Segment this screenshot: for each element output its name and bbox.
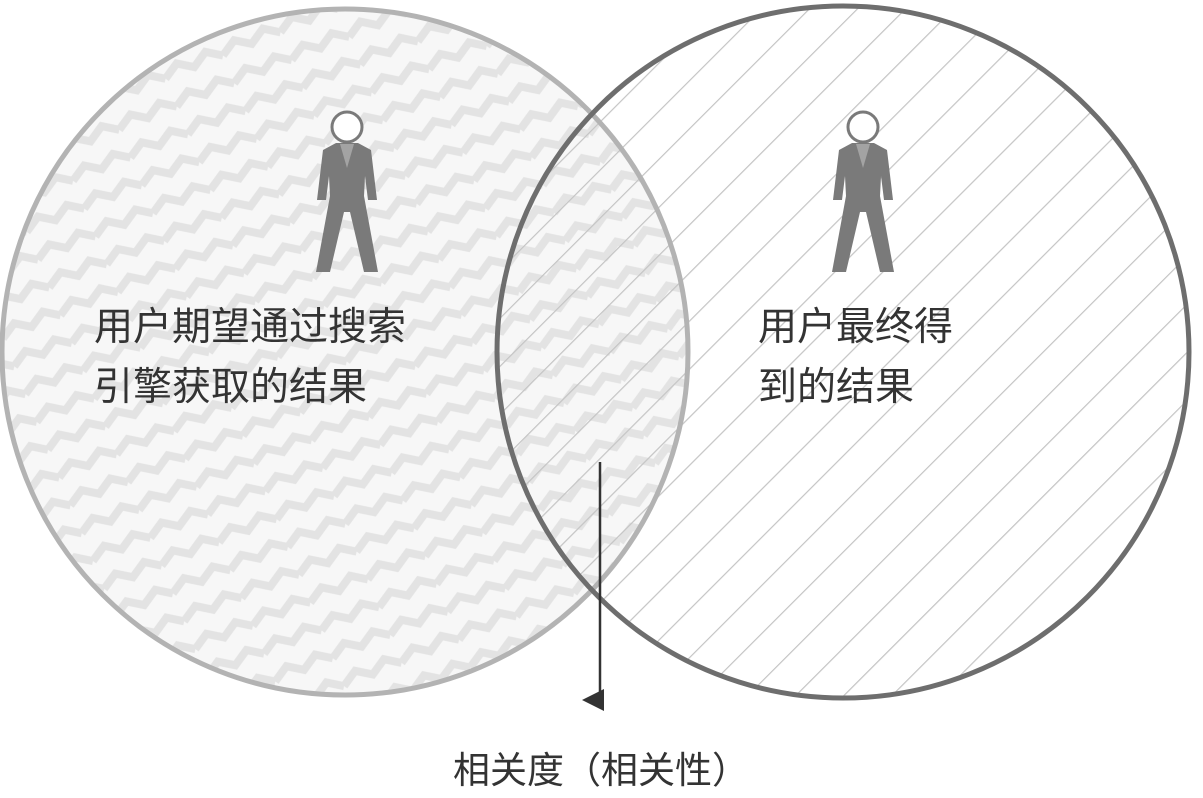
left-set-fill — [2, 9, 688, 695]
right-set-label-line-1: 用户最终得 — [758, 305, 953, 350]
left-set-circle — [0, 6, 691, 698]
right-set-label-line-2: 到的结果 — [758, 365, 914, 410]
intersection-caption: 相关度（相关性） — [453, 749, 749, 792]
left-set-label-line-1: 用户期望通过搜索 — [94, 305, 406, 350]
right-set-hatch — [497, 6, 1189, 698]
left-set-label-line-2: 引擎获取的结果 — [94, 365, 367, 410]
person-icon — [316, 110, 378, 272]
right-set-circle — [494, 3, 1192, 701]
person-icon — [832, 110, 894, 272]
